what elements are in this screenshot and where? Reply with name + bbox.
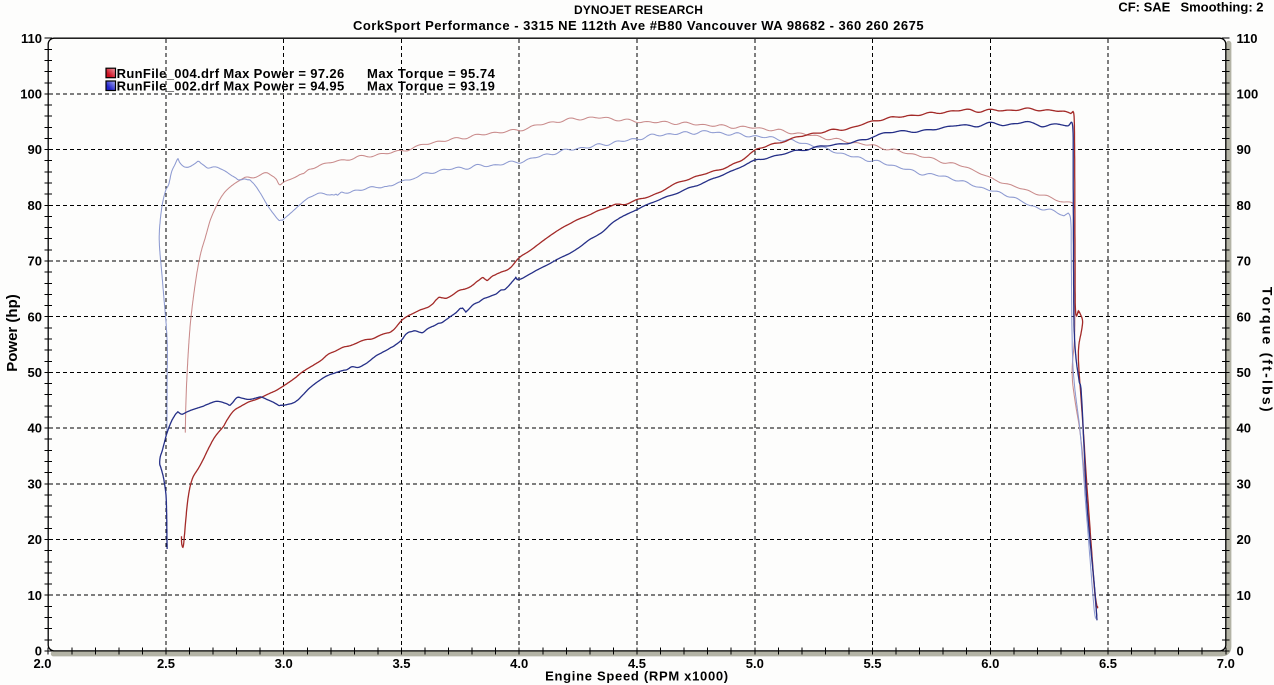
svg-text:CF: SAE Smoothing: 2: CF: SAE Smoothing: 2: [1118, 0, 1263, 15]
svg-text:110: 110: [1237, 31, 1258, 46]
svg-text:30: 30: [1237, 476, 1251, 491]
svg-text:2.0: 2.0: [33, 656, 51, 671]
svg-text:90: 90: [28, 142, 42, 157]
svg-text:Max Torque = 95.74: Max Torque = 95.74: [367, 66, 496, 81]
svg-text:20: 20: [28, 532, 42, 547]
svg-text:5.5: 5.5: [863, 656, 881, 671]
svg-text:2.5: 2.5: [157, 656, 175, 671]
svg-text:50: 50: [28, 365, 42, 380]
svg-text:60: 60: [1237, 309, 1251, 324]
svg-text:100: 100: [1237, 87, 1259, 102]
svg-text:Engine Speed (RPM x1000): Engine Speed (RPM x1000): [545, 668, 729, 683]
svg-text:60: 60: [28, 309, 42, 324]
svg-text:20: 20: [1237, 532, 1251, 547]
svg-text:30: 30: [28, 476, 42, 491]
svg-text:40: 40: [1237, 421, 1251, 436]
svg-text:50: 50: [1237, 365, 1251, 380]
svg-text:0: 0: [35, 644, 42, 659]
svg-text:80: 80: [28, 198, 42, 213]
svg-text:70: 70: [28, 254, 42, 269]
svg-text:5.0: 5.0: [746, 656, 764, 671]
svg-text:Torque (ft-lbs): Torque (ft-lbs): [1259, 287, 1274, 414]
svg-text:10: 10: [28, 588, 42, 603]
svg-text:RunFile_004.drf Max Power = 97: RunFile_004.drf Max Power = 97.26: [117, 66, 345, 81]
svg-text:4.0: 4.0: [510, 656, 528, 671]
svg-text:40: 40: [28, 421, 42, 436]
svg-text:4.5: 4.5: [628, 656, 646, 671]
svg-text:0: 0: [1237, 644, 1244, 659]
svg-text:10: 10: [1237, 588, 1251, 603]
svg-text:70: 70: [1237, 254, 1251, 269]
svg-text:Power (hp): Power (hp): [4, 294, 21, 372]
svg-text:110: 110: [21, 31, 42, 46]
svg-text:CorkSport Performance - 3315 N: CorkSport Performance - 3315 NE 112th Av…: [353, 18, 924, 33]
svg-text:100: 100: [20, 87, 42, 102]
svg-text:90: 90: [1237, 142, 1251, 157]
svg-text:DYNOJET RESEARCH: DYNOJET RESEARCH: [574, 3, 703, 17]
svg-text:7.0: 7.0: [1217, 656, 1235, 671]
svg-text:RunFile_002.drf Max Power = 94: RunFile_002.drf Max Power = 94.95: [117, 79, 345, 94]
svg-text:80: 80: [1237, 198, 1251, 213]
svg-text:6.5: 6.5: [1099, 656, 1117, 671]
svg-text:6.0: 6.0: [981, 656, 999, 671]
svg-text:3.5: 3.5: [392, 656, 410, 671]
svg-text:3.0: 3.0: [275, 656, 293, 671]
svg-text:Max Torque = 93.19: Max Torque = 93.19: [367, 79, 495, 94]
